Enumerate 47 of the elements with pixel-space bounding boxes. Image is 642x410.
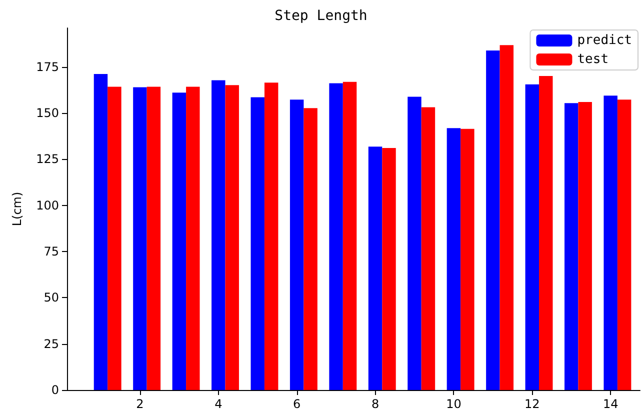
bar bbox=[486, 50, 500, 390]
bar bbox=[382, 148, 396, 390]
bar bbox=[604, 96, 618, 390]
y-tick-label: 25 bbox=[44, 336, 59, 351]
bar bbox=[617, 100, 632, 390]
y-axis-title: L(cm) bbox=[10, 192, 24, 226]
bar bbox=[146, 86, 161, 390]
bar bbox=[250, 97, 264, 390]
bar bbox=[212, 80, 226, 390]
y-tick-label: 0 bbox=[51, 383, 59, 397]
bar bbox=[172, 92, 186, 390]
bar bbox=[342, 82, 357, 390]
bar bbox=[225, 85, 239, 390]
bar bbox=[368, 146, 382, 390]
x-tick-label: 12 bbox=[524, 397, 540, 410]
bar bbox=[290, 100, 304, 390]
x-tick-label: 14 bbox=[602, 397, 618, 410]
x-tick-label: 2 bbox=[136, 397, 144, 410]
y-tick-label: 100 bbox=[36, 198, 59, 212]
bar bbox=[408, 96, 422, 390]
x-tick-label: 10 bbox=[446, 397, 462, 410]
bar bbox=[94, 74, 108, 390]
bar bbox=[108, 86, 122, 390]
bar bbox=[133, 87, 147, 390]
legend-label: test bbox=[577, 52, 609, 67]
y-tick-label: 175 bbox=[36, 60, 59, 74]
bar bbox=[564, 103, 578, 390]
y-tick-label: 50 bbox=[44, 290, 59, 305]
x-tick-label: 8 bbox=[371, 397, 380, 410]
x-tick-label: 6 bbox=[293, 397, 301, 410]
y-tick-label: 75 bbox=[44, 244, 59, 258]
bar bbox=[578, 102, 592, 390]
bar bbox=[525, 84, 540, 390]
bar bbox=[460, 128, 474, 390]
bar bbox=[329, 83, 343, 390]
x-tick-label: 4 bbox=[214, 397, 222, 410]
y-tick-label: 125 bbox=[36, 152, 59, 166]
bar bbox=[421, 107, 436, 390]
bar bbox=[539, 76, 553, 390]
bar bbox=[446, 128, 461, 390]
legend-label: predict bbox=[577, 33, 632, 48]
chart-title: Step Length bbox=[274, 8, 368, 24]
bar bbox=[304, 108, 318, 390]
y-tick-label: 150 bbox=[36, 106, 59, 120]
bar bbox=[500, 45, 514, 390]
bar bbox=[186, 86, 200, 390]
bar bbox=[264, 82, 278, 390]
